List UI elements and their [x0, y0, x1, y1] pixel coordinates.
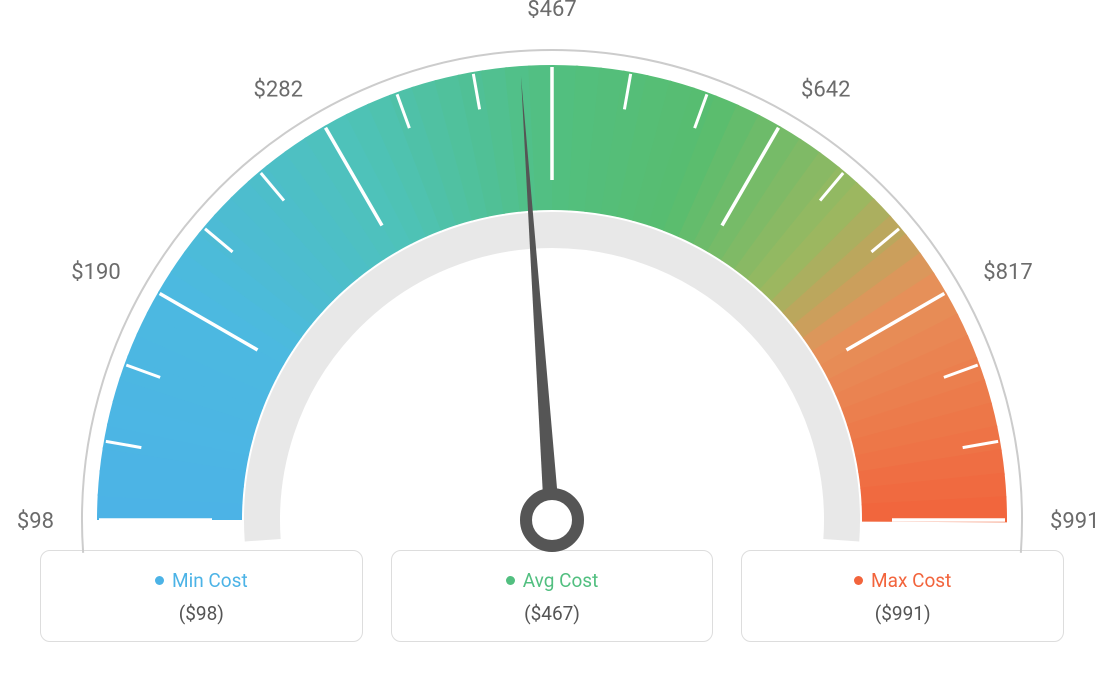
legend-dot-icon — [854, 576, 863, 585]
legend-card-min: Min Cost ($98) — [40, 550, 363, 642]
tick-label: $991 — [1050, 509, 1099, 534]
cost-gauge: $98 $190 $282 $467 $642 $817 $991 — [0, 0, 1104, 560]
tick-label: $817 — [983, 260, 1032, 285]
needle-hub — [526, 494, 578, 546]
legend-card-max: Max Cost ($991) — [741, 550, 1064, 642]
legend-dot-icon — [155, 576, 164, 585]
legend-title: Min Cost — [155, 569, 248, 592]
tick-label: $98 — [17, 509, 54, 534]
legend-value: ($98) — [51, 602, 352, 625]
legend-card-avg: Avg Cost ($467) — [391, 550, 714, 642]
legend-title-text: Avg Cost — [523, 569, 599, 592]
legend-dot-icon — [506, 576, 515, 585]
tick-label: $642 — [801, 78, 850, 103]
legend-title: Max Cost — [854, 569, 951, 592]
gauge-svg: $98 $190 $282 $467 $642 $817 $991 — [0, 0, 1104, 560]
tick-label: $467 — [527, 0, 576, 22]
legend-value: ($991) — [752, 602, 1053, 625]
tick-label: $190 — [71, 260, 120, 285]
legend-row: Min Cost ($98) Avg Cost ($467) Max Cost ($991… — [0, 550, 1104, 642]
legend-title-text: Max Cost — [871, 569, 951, 592]
legend-title: Avg Cost — [506, 569, 599, 592]
legend-value: ($467) — [402, 602, 703, 625]
legend-title-text: Min Cost — [172, 569, 248, 592]
tick-label: $282 — [254, 78, 303, 103]
